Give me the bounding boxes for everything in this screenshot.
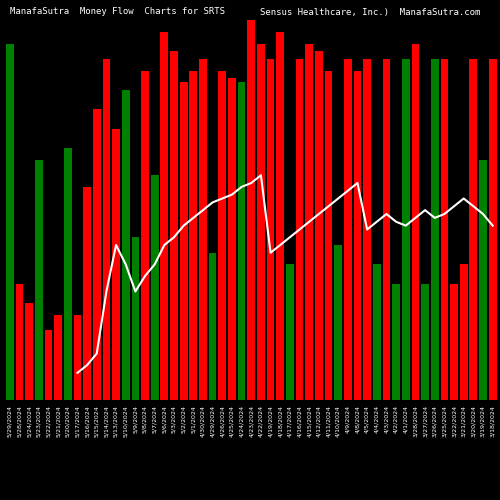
Bar bbox=[276, 32, 284, 400]
Bar bbox=[141, 70, 149, 400]
Bar bbox=[440, 59, 448, 400]
Bar bbox=[16, 284, 24, 400]
Bar bbox=[209, 253, 216, 400]
Bar bbox=[228, 78, 236, 400]
Bar bbox=[112, 128, 120, 400]
Bar bbox=[450, 284, 458, 400]
Bar bbox=[64, 148, 72, 400]
Bar bbox=[190, 70, 197, 400]
Bar bbox=[122, 90, 130, 400]
Bar bbox=[266, 59, 274, 400]
Bar bbox=[180, 82, 188, 400]
Bar bbox=[470, 59, 477, 400]
Bar bbox=[431, 59, 438, 400]
Text: ManafaSutra  Money Flow  Charts for SRTS: ManafaSutra Money Flow Charts for SRTS bbox=[10, 8, 225, 16]
Bar bbox=[44, 330, 52, 400]
Bar bbox=[296, 59, 304, 400]
Bar bbox=[421, 284, 429, 400]
Bar bbox=[257, 44, 265, 400]
Bar bbox=[412, 44, 420, 400]
Bar bbox=[382, 59, 390, 400]
Bar bbox=[364, 59, 371, 400]
Bar bbox=[102, 59, 110, 400]
Bar bbox=[238, 82, 246, 400]
Bar bbox=[35, 160, 42, 400]
Bar bbox=[26, 303, 33, 400]
Bar bbox=[83, 187, 91, 400]
Bar bbox=[160, 32, 168, 400]
Bar bbox=[334, 245, 342, 400]
Bar bbox=[392, 284, 400, 400]
Bar bbox=[170, 52, 178, 400]
Bar bbox=[344, 59, 352, 400]
Bar bbox=[479, 160, 487, 400]
Bar bbox=[218, 70, 226, 400]
Bar bbox=[6, 44, 14, 400]
Bar bbox=[489, 59, 496, 400]
Bar bbox=[54, 315, 62, 400]
Bar bbox=[151, 176, 158, 400]
Bar bbox=[132, 238, 139, 400]
Bar bbox=[93, 110, 100, 400]
Bar bbox=[402, 59, 409, 400]
Bar bbox=[248, 20, 255, 400]
Bar bbox=[286, 264, 294, 400]
Bar bbox=[74, 315, 82, 400]
Bar bbox=[324, 70, 332, 400]
Bar bbox=[373, 264, 380, 400]
Bar bbox=[460, 264, 468, 400]
Bar bbox=[199, 59, 207, 400]
Text: Sensus Healthcare, Inc.)  ManafaSutra.com: Sensus Healthcare, Inc.) ManafaSutra.com bbox=[260, 8, 480, 16]
Bar bbox=[354, 70, 362, 400]
Bar bbox=[315, 52, 322, 400]
Bar bbox=[306, 44, 313, 400]
